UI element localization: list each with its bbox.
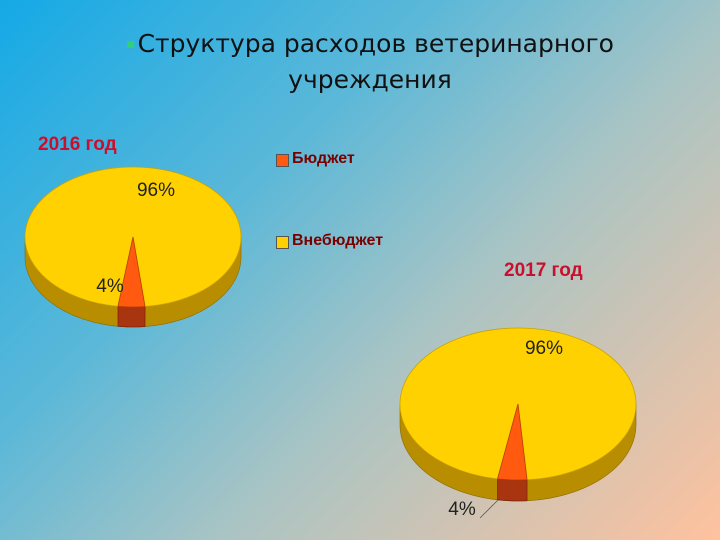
pie-0-label-offbudget: 96%: [137, 180, 175, 201]
pie-1-label-offbudget: 96%: [525, 338, 563, 359]
pie-1-label-leader: [479, 499, 499, 519]
bullet-icon: ▪: [126, 36, 136, 52]
pie-0-side-budget: [117, 305, 146, 328]
pie-1-slice-budget: [497, 403, 528, 481]
pie-0-label-budget: 4%: [96, 276, 124, 297]
pie-0-slice-budget: [117, 236, 146, 308]
pie-1-slice-offbudget: [399, 327, 637, 481]
pie-0-slice-offbudget: [24, 166, 242, 307]
chart-2016-title: 2016 год: [38, 134, 117, 155]
legend-swatch-budget: [276, 154, 289, 167]
legend-label-offbudget: Внебюджет: [292, 232, 384, 249]
slide-title: ▪Структура расходов ветеринарного учрежд…: [60, 26, 680, 98]
pie-1-side-budget: [497, 478, 528, 502]
legend-label-budget: Бюджет: [292, 150, 355, 167]
slide-title-text: Структура расходов ветеринарного учрежде…: [137, 29, 614, 94]
pie-1-label-budget: 4%: [448, 499, 476, 520]
chart-2017-title: 2017 год: [504, 260, 583, 281]
legend-swatch-offbudget: [276, 236, 289, 249]
